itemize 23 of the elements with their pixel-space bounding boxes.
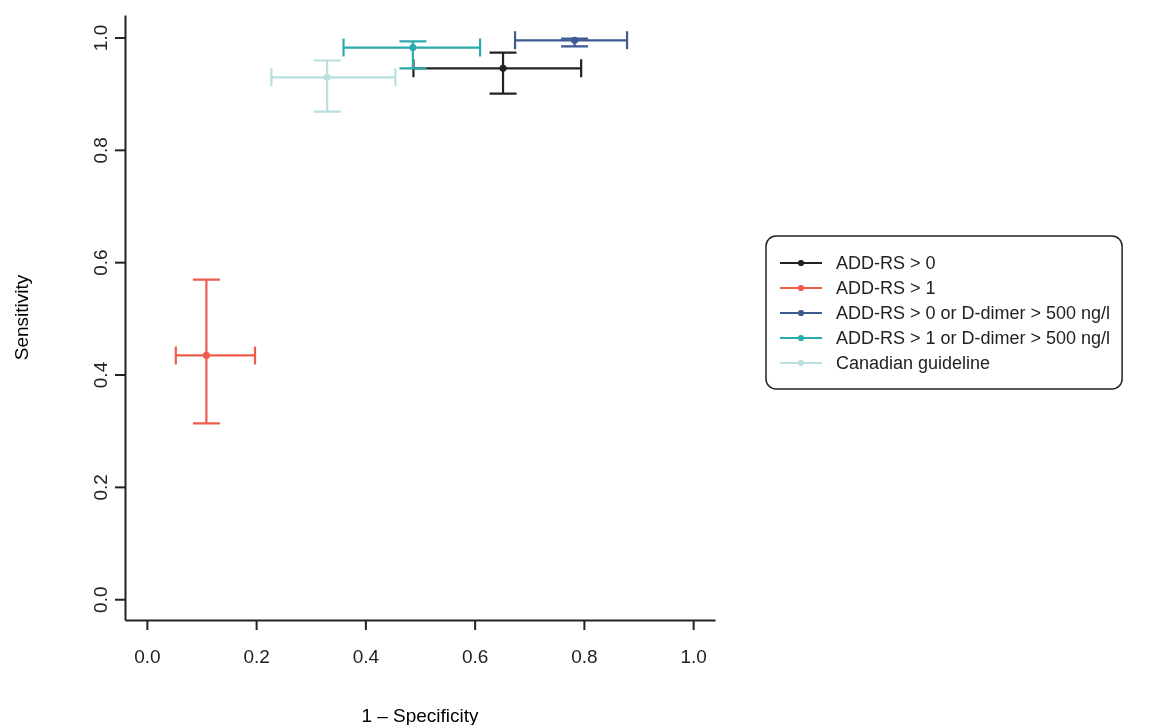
legend-label: ADD-RS > 1 [836, 278, 936, 299]
point [409, 44, 417, 52]
y-axis-title: Sensitivity [11, 274, 32, 361]
x-tick-label: 0.2 [243, 646, 270, 668]
y-tick-label: 1.0 [89, 24, 111, 52]
legend-label: ADD-RS > 0 or D-dimer > 500 ng/l [836, 303, 1111, 324]
x-tick-label: 1.0 [680, 646, 707, 668]
y-tick-label: 0.4 [89, 361, 111, 389]
x-tick-label: 0.8 [571, 646, 598, 668]
y-tick-label: 0.8 [89, 137, 111, 164]
y-tick-label: 0.6 [89, 249, 111, 276]
x-tick-label: 0.4 [352, 646, 380, 668]
x-tick-label: 0.6 [461, 646, 489, 668]
x-tick-label: 0.0 [134, 646, 161, 668]
y-tick-label: 0.0 [89, 586, 111, 613]
point [499, 64, 507, 72]
legend-label: ADD-RS > 1 or D-dimer > 500 ng/l [836, 328, 1111, 349]
point [323, 73, 331, 81]
legend-label: ADD-RS > 0 [836, 253, 936, 274]
legend-label: Canadian guideline [836, 353, 991, 374]
y-tick-label: 0.2 [89, 474, 111, 501]
point [571, 36, 579, 44]
point [202, 351, 210, 359]
